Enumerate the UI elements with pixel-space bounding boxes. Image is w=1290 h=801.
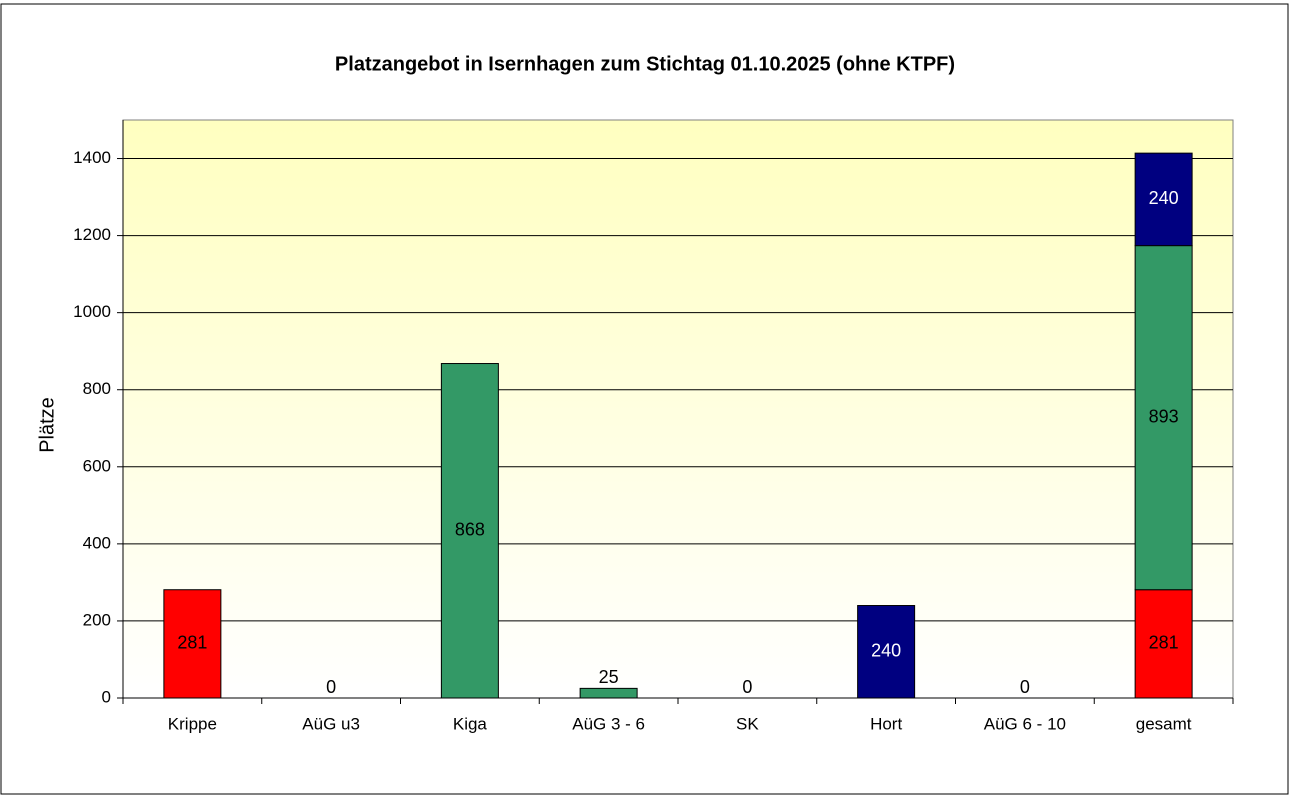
bar-segment [579, 687, 638, 699]
y-axis-label: Plätze [36, 397, 58, 453]
chart-title: Platzangebot in Isernhagen zum Stichtag … [335, 53, 955, 75]
y-tick-label: 400 [83, 533, 111, 552]
data-label: 281 [177, 633, 207, 653]
y-tick-label: 1000 [73, 302, 111, 321]
x-tick-label: AüG u3 [302, 714, 360, 733]
data-label: 0 [326, 677, 336, 697]
y-tick-label: 800 [83, 379, 111, 398]
y-tick-label: 600 [83, 456, 111, 475]
data-label: 868 [455, 520, 485, 540]
y-tick-label: 0 [102, 687, 111, 706]
x-tick-label: gesamt [1136, 714, 1192, 733]
data-label: 0 [1020, 677, 1030, 697]
x-tick-label: Kiga [453, 714, 488, 733]
y-tick-label: 1200 [73, 225, 111, 244]
data-label: 0 [742, 677, 752, 697]
data-label: 240 [871, 641, 901, 661]
x-tick-label: AüG 3 - 6 [572, 714, 645, 733]
data-label: 281 [1149, 633, 1179, 653]
bar-segment [1134, 589, 1193, 699]
data-label: 25 [599, 667, 619, 687]
bar-segment [163, 589, 222, 699]
plot-area [122, 119, 1234, 699]
x-tick-label: AüG 6 - 10 [984, 714, 1066, 733]
data-label: 893 [1149, 406, 1179, 426]
y-tick-label: 200 [83, 610, 111, 629]
bar-segment [1134, 245, 1193, 591]
bar-segment [857, 605, 916, 699]
y-tick-label: 1400 [73, 148, 111, 167]
x-tick-label: Hort [870, 714, 902, 733]
bar-segment [440, 363, 499, 699]
data-label: 240 [1149, 188, 1179, 208]
bar-segment [1134, 152, 1193, 247]
x-tick-label: SK [736, 714, 759, 733]
x-tick-label: Krippe [168, 714, 217, 733]
